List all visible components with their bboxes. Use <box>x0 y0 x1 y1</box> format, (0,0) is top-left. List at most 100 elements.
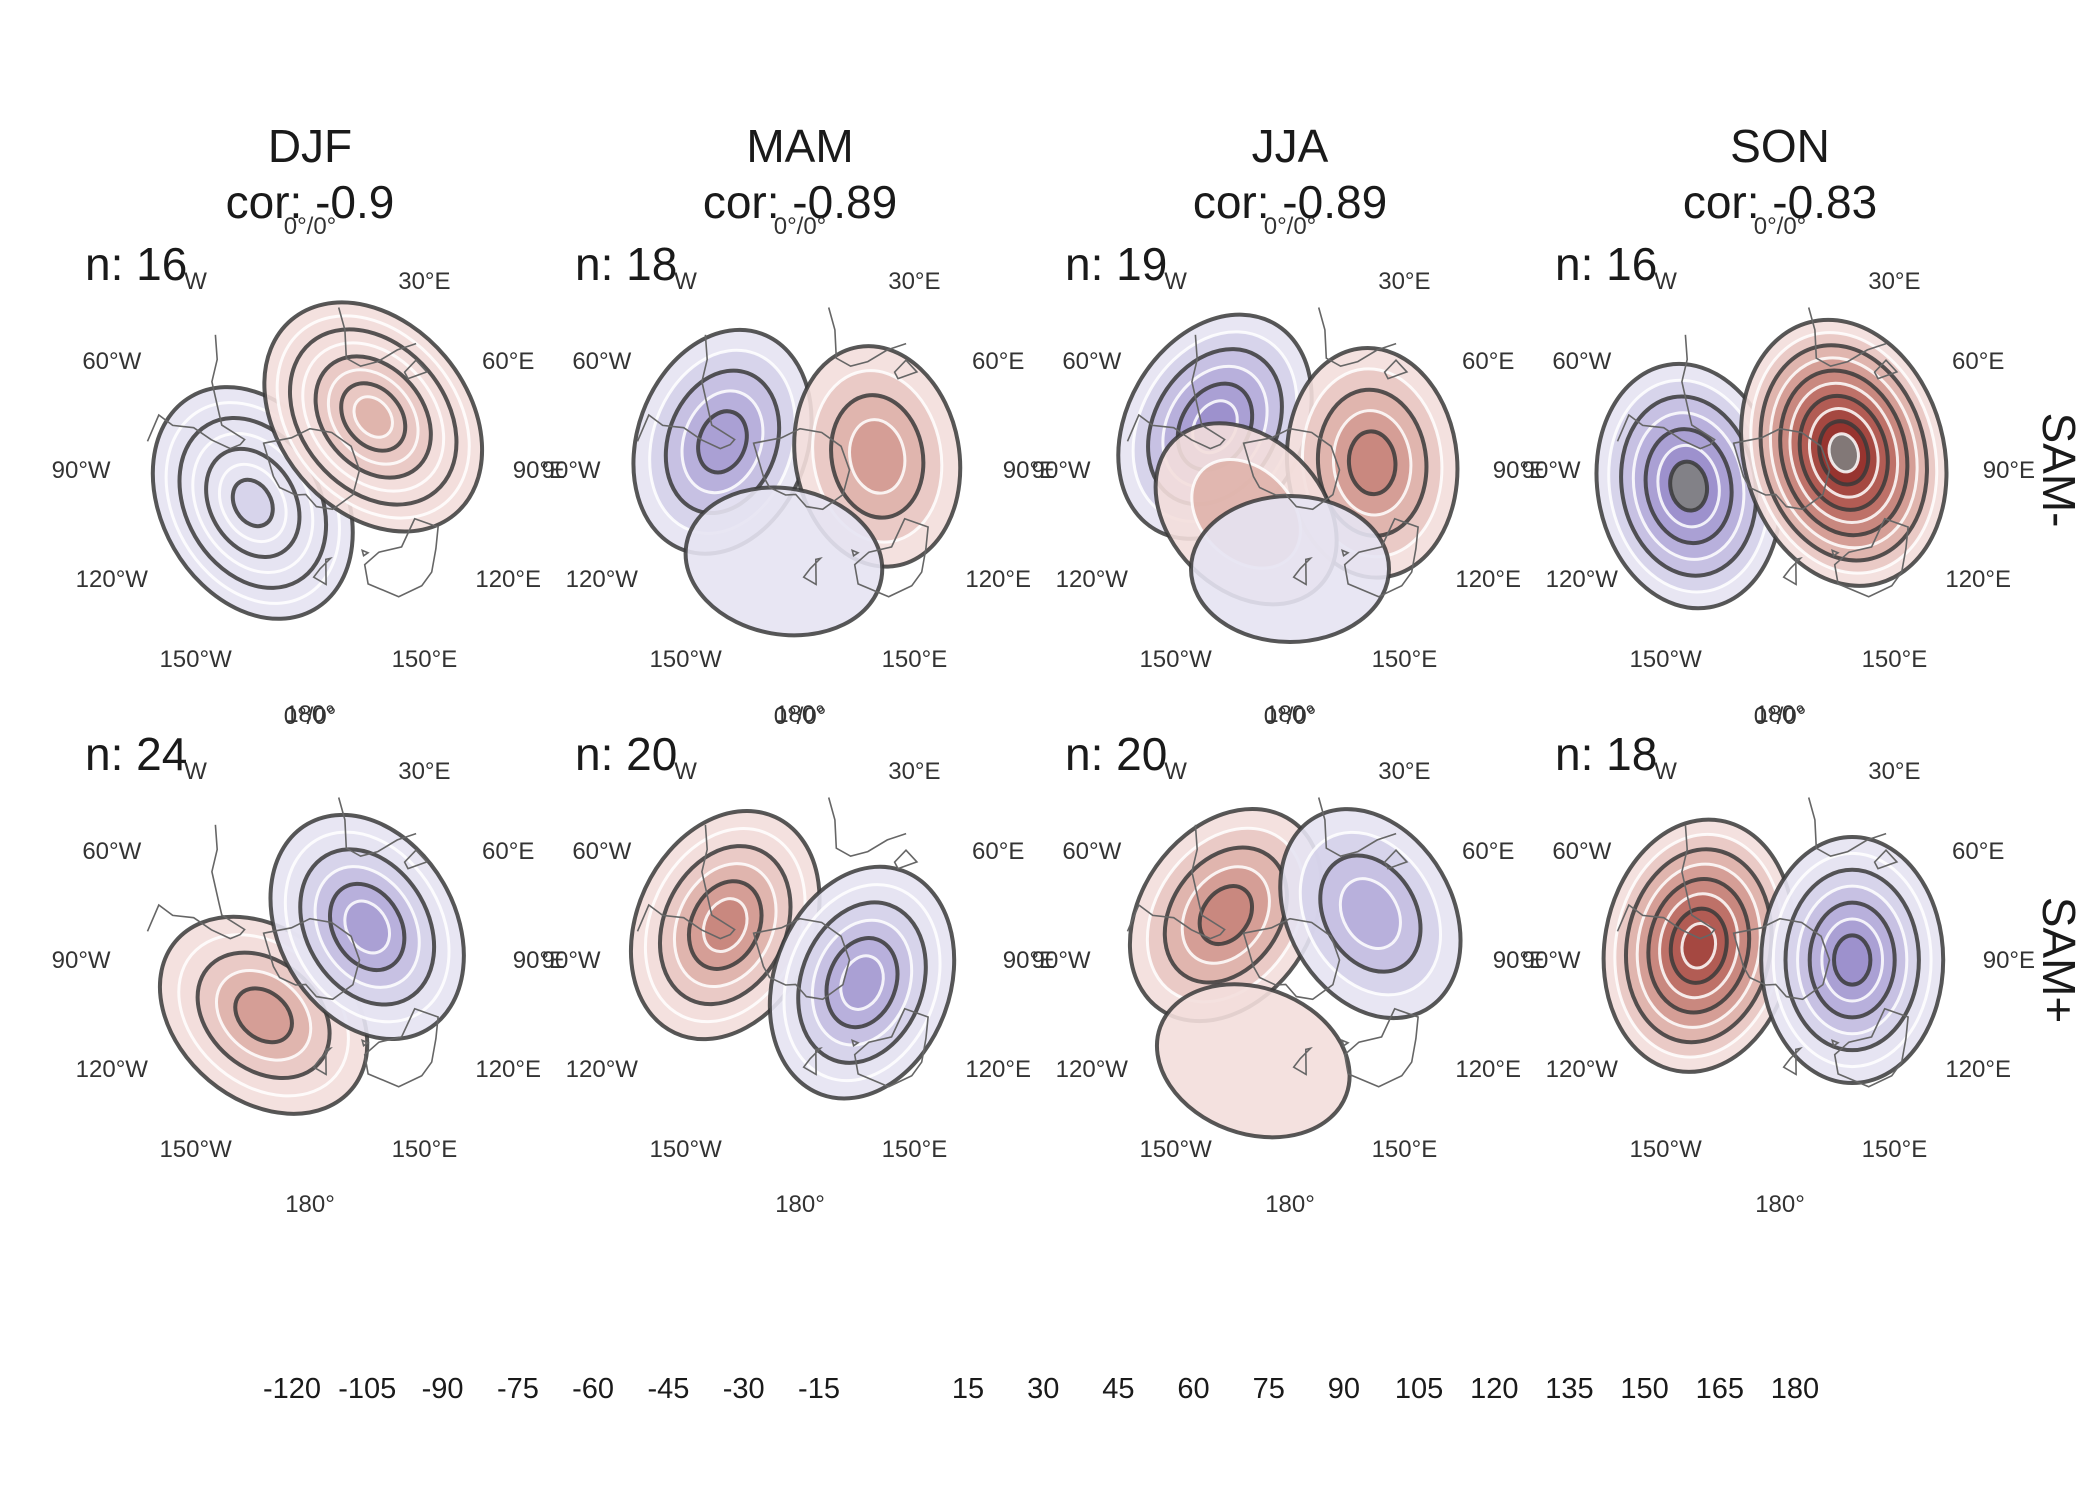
anomaly-contour-line <box>1643 427 1734 546</box>
longitude-label: W <box>1164 268 1187 295</box>
coastline-madagascar <box>893 359 919 380</box>
anomaly-level-fill <box>1670 461 1708 511</box>
anomaly-contour-line <box>313 354 433 480</box>
anomaly-contour-line <box>701 897 749 953</box>
coastline-africa <box>827 797 907 858</box>
coastline-madagascar <box>1383 849 1409 870</box>
anomaly-contour-line <box>214 969 313 1062</box>
coastline-samerica <box>1616 824 1716 940</box>
longitude-label: 150°E <box>882 646 948 673</box>
anomaly-contour-line <box>782 883 942 1083</box>
anomaly-contour-line <box>767 864 957 1101</box>
coastline-nz <box>1292 1047 1313 1076</box>
coastline-africa <box>337 307 417 368</box>
longitude-label: W <box>1654 268 1677 295</box>
longitude-label: 150°W <box>1629 646 1702 673</box>
longitude-label: 60°E <box>1462 348 1514 375</box>
longitude-label: 120°E <box>1455 1056 1521 1083</box>
positive-anomaly-blob <box>628 809 822 1042</box>
colorbar-tick-label: -45 <box>647 1373 689 1405</box>
colorbar-tick-label: -75 <box>497 1373 539 1405</box>
row-label-sam-plus: SAM+ <box>2033 897 2085 1024</box>
longitude-label: 90°E <box>1493 947 1545 974</box>
colorbar-tick-label: -90 <box>422 1373 464 1405</box>
anomaly-contour-line <box>1338 877 1402 950</box>
anomaly-contour-line <box>1656 443 1721 529</box>
coastline-tasmania <box>1341 1039 1350 1047</box>
anomaly-contour-line <box>1788 381 1900 524</box>
anomaly-contour-line <box>287 327 459 507</box>
panel-n-count: n: 18 <box>1555 728 1657 780</box>
longitude-label: W <box>674 268 697 295</box>
colorbar-tick-label: 60 <box>1177 1373 1209 1405</box>
colorbar-tick-label: -120 <box>263 1373 321 1405</box>
longitude-label: 60°W <box>1062 838 1121 865</box>
anomaly-contour-line <box>1668 459 1710 513</box>
longitude-label: 150°E <box>1372 646 1438 673</box>
longitude-label: 0°/0° <box>284 703 337 730</box>
coastline-antarctica <box>262 427 361 511</box>
anomaly-contour-line <box>1154 982 1352 1140</box>
coastline-antarctica <box>1242 917 1341 1001</box>
colorbar-tick-label: 105 <box>1395 1373 1443 1405</box>
anomaly-contour-line <box>811 369 944 544</box>
coastline-tasmania <box>1831 549 1840 557</box>
anomaly-contour-line <box>1127 806 1324 1024</box>
colorbar-tick-label: 30 <box>1027 1373 1059 1405</box>
map-panel-r1-c4: 0°/0° 30°E 60°E 90°E 120°E 150°E 180° 150°W 120°… <box>1522 213 2035 728</box>
coastline-nz <box>312 557 333 586</box>
anomaly-contour-line <box>1827 432 1860 474</box>
longitude-label: 150°W <box>159 646 232 673</box>
longitude-label: 60°E <box>972 838 1024 865</box>
anomaly-contour-line <box>1796 884 1909 1036</box>
negative-anomaly-blob <box>268 812 466 1042</box>
longitude-label: 90°E <box>1003 947 1055 974</box>
coastline-africa <box>337 797 417 858</box>
longitude-label: 30°E <box>1378 758 1430 785</box>
longitude-label: 180° <box>775 1191 825 1218</box>
negative-anomaly-blob <box>767 864 957 1101</box>
coastline-tasmania <box>361 1039 370 1047</box>
coastline-antarctica <box>752 427 851 511</box>
colorbar-tick-label: 180 <box>1771 1373 1819 1405</box>
colorbar-tick-label: 165 <box>1696 1373 1744 1405</box>
longitude-label: 30°E <box>888 268 940 295</box>
coastline-madagascar <box>1873 849 1899 870</box>
coastline-samerica <box>1126 824 1226 940</box>
longitude-label: 30°E <box>1378 268 1430 295</box>
anomaly-contour-line <box>1331 409 1413 517</box>
anomaly-contour-line <box>262 300 485 534</box>
map-panel-r2-c1: 0°/0° 30°E 60°E 90°E 120°E 150°E 180° 150°W 120°… <box>52 703 565 1218</box>
coastline-antarctica <box>262 917 361 1001</box>
longitude-label: 90°E <box>513 457 565 484</box>
coastline-africa <box>1317 797 1397 858</box>
anomaly-contour-line <box>1658 892 1740 1000</box>
anomaly-contour-line <box>1807 900 1897 1020</box>
longitude-label: W <box>1654 758 1677 785</box>
coastline-australia <box>853 1007 929 1088</box>
longitude-label: W <box>674 758 697 785</box>
anomaly-contour-line <box>829 393 926 520</box>
longitude-label: 90°W <box>52 457 111 484</box>
longitude-label: 120°W <box>76 1056 149 1083</box>
longitude-label: 150°E <box>392 646 458 673</box>
anomaly-level-fill <box>344 901 390 953</box>
anomaly-contour-line <box>1831 933 1873 987</box>
panel-n-count: n: 16 <box>85 238 187 290</box>
anomaly-contour-line <box>1808 407 1880 499</box>
coastline-tasmania <box>1831 1039 1840 1047</box>
coastline-madagascar <box>403 849 429 870</box>
longitude-label: 60°W <box>82 348 141 375</box>
anomaly-contour-line <box>839 954 885 1011</box>
longitude-label: 30°E <box>1868 268 1920 295</box>
anomaly-level-fill <box>1348 431 1396 495</box>
longitude-label: 60°E <box>1462 838 1514 865</box>
coastline-samerica <box>636 334 736 450</box>
anomaly-contour-line <box>230 477 275 529</box>
coastline-australia <box>1833 1007 1909 1088</box>
longitude-label: W <box>1164 758 1187 785</box>
longitude-label: 90°W <box>1032 947 1091 974</box>
longitude-label: 120°E <box>1945 1056 2011 1083</box>
longitude-label: 90°W <box>1032 457 1091 484</box>
